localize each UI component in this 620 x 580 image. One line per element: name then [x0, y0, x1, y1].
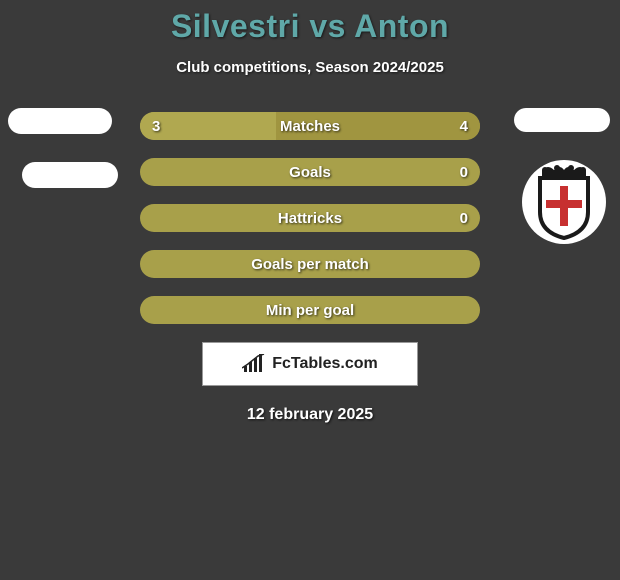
player-left-avatar-1: [8, 108, 112, 134]
stat-bar-left-value: 3: [152, 112, 160, 140]
stat-bar: Matches3 4: [140, 112, 480, 140]
stat-bar-right-value: 0: [460, 204, 468, 232]
stat-bar-right-value: 4: [460, 112, 468, 140]
brand-box: FcTables.com: [202, 342, 418, 386]
stat-bar-label: Goals per match: [140, 250, 480, 278]
stat-bar-label: Matches: [140, 112, 480, 140]
comparison-title: Silvestri vs Anton: [0, 8, 620, 45]
stat-bar: Goals0: [140, 158, 480, 186]
comparison-subtitle: Club competitions, Season 2024/2025: [0, 59, 620, 76]
brand-text: FcTables.com: [272, 355, 378, 373]
stat-bar-right-value: 0: [460, 158, 468, 186]
player-left-avatar-2: [22, 162, 118, 188]
stat-bar-label: Goals: [140, 158, 480, 186]
stat-bar: Min per goal: [140, 296, 480, 324]
shield-crest-icon: [532, 164, 596, 240]
stat-bar: Goals per match: [140, 250, 480, 278]
club-badge-right: [522, 160, 606, 244]
bar-chart-icon: [242, 354, 266, 374]
stat-bar-label: Min per goal: [140, 296, 480, 324]
player-right-avatar-1: [514, 108, 610, 132]
stat-bar: Hattricks0: [140, 204, 480, 232]
snapshot-date: 12 february 2025: [0, 406, 620, 424]
stat-bar-label: Hattricks: [140, 204, 480, 232]
